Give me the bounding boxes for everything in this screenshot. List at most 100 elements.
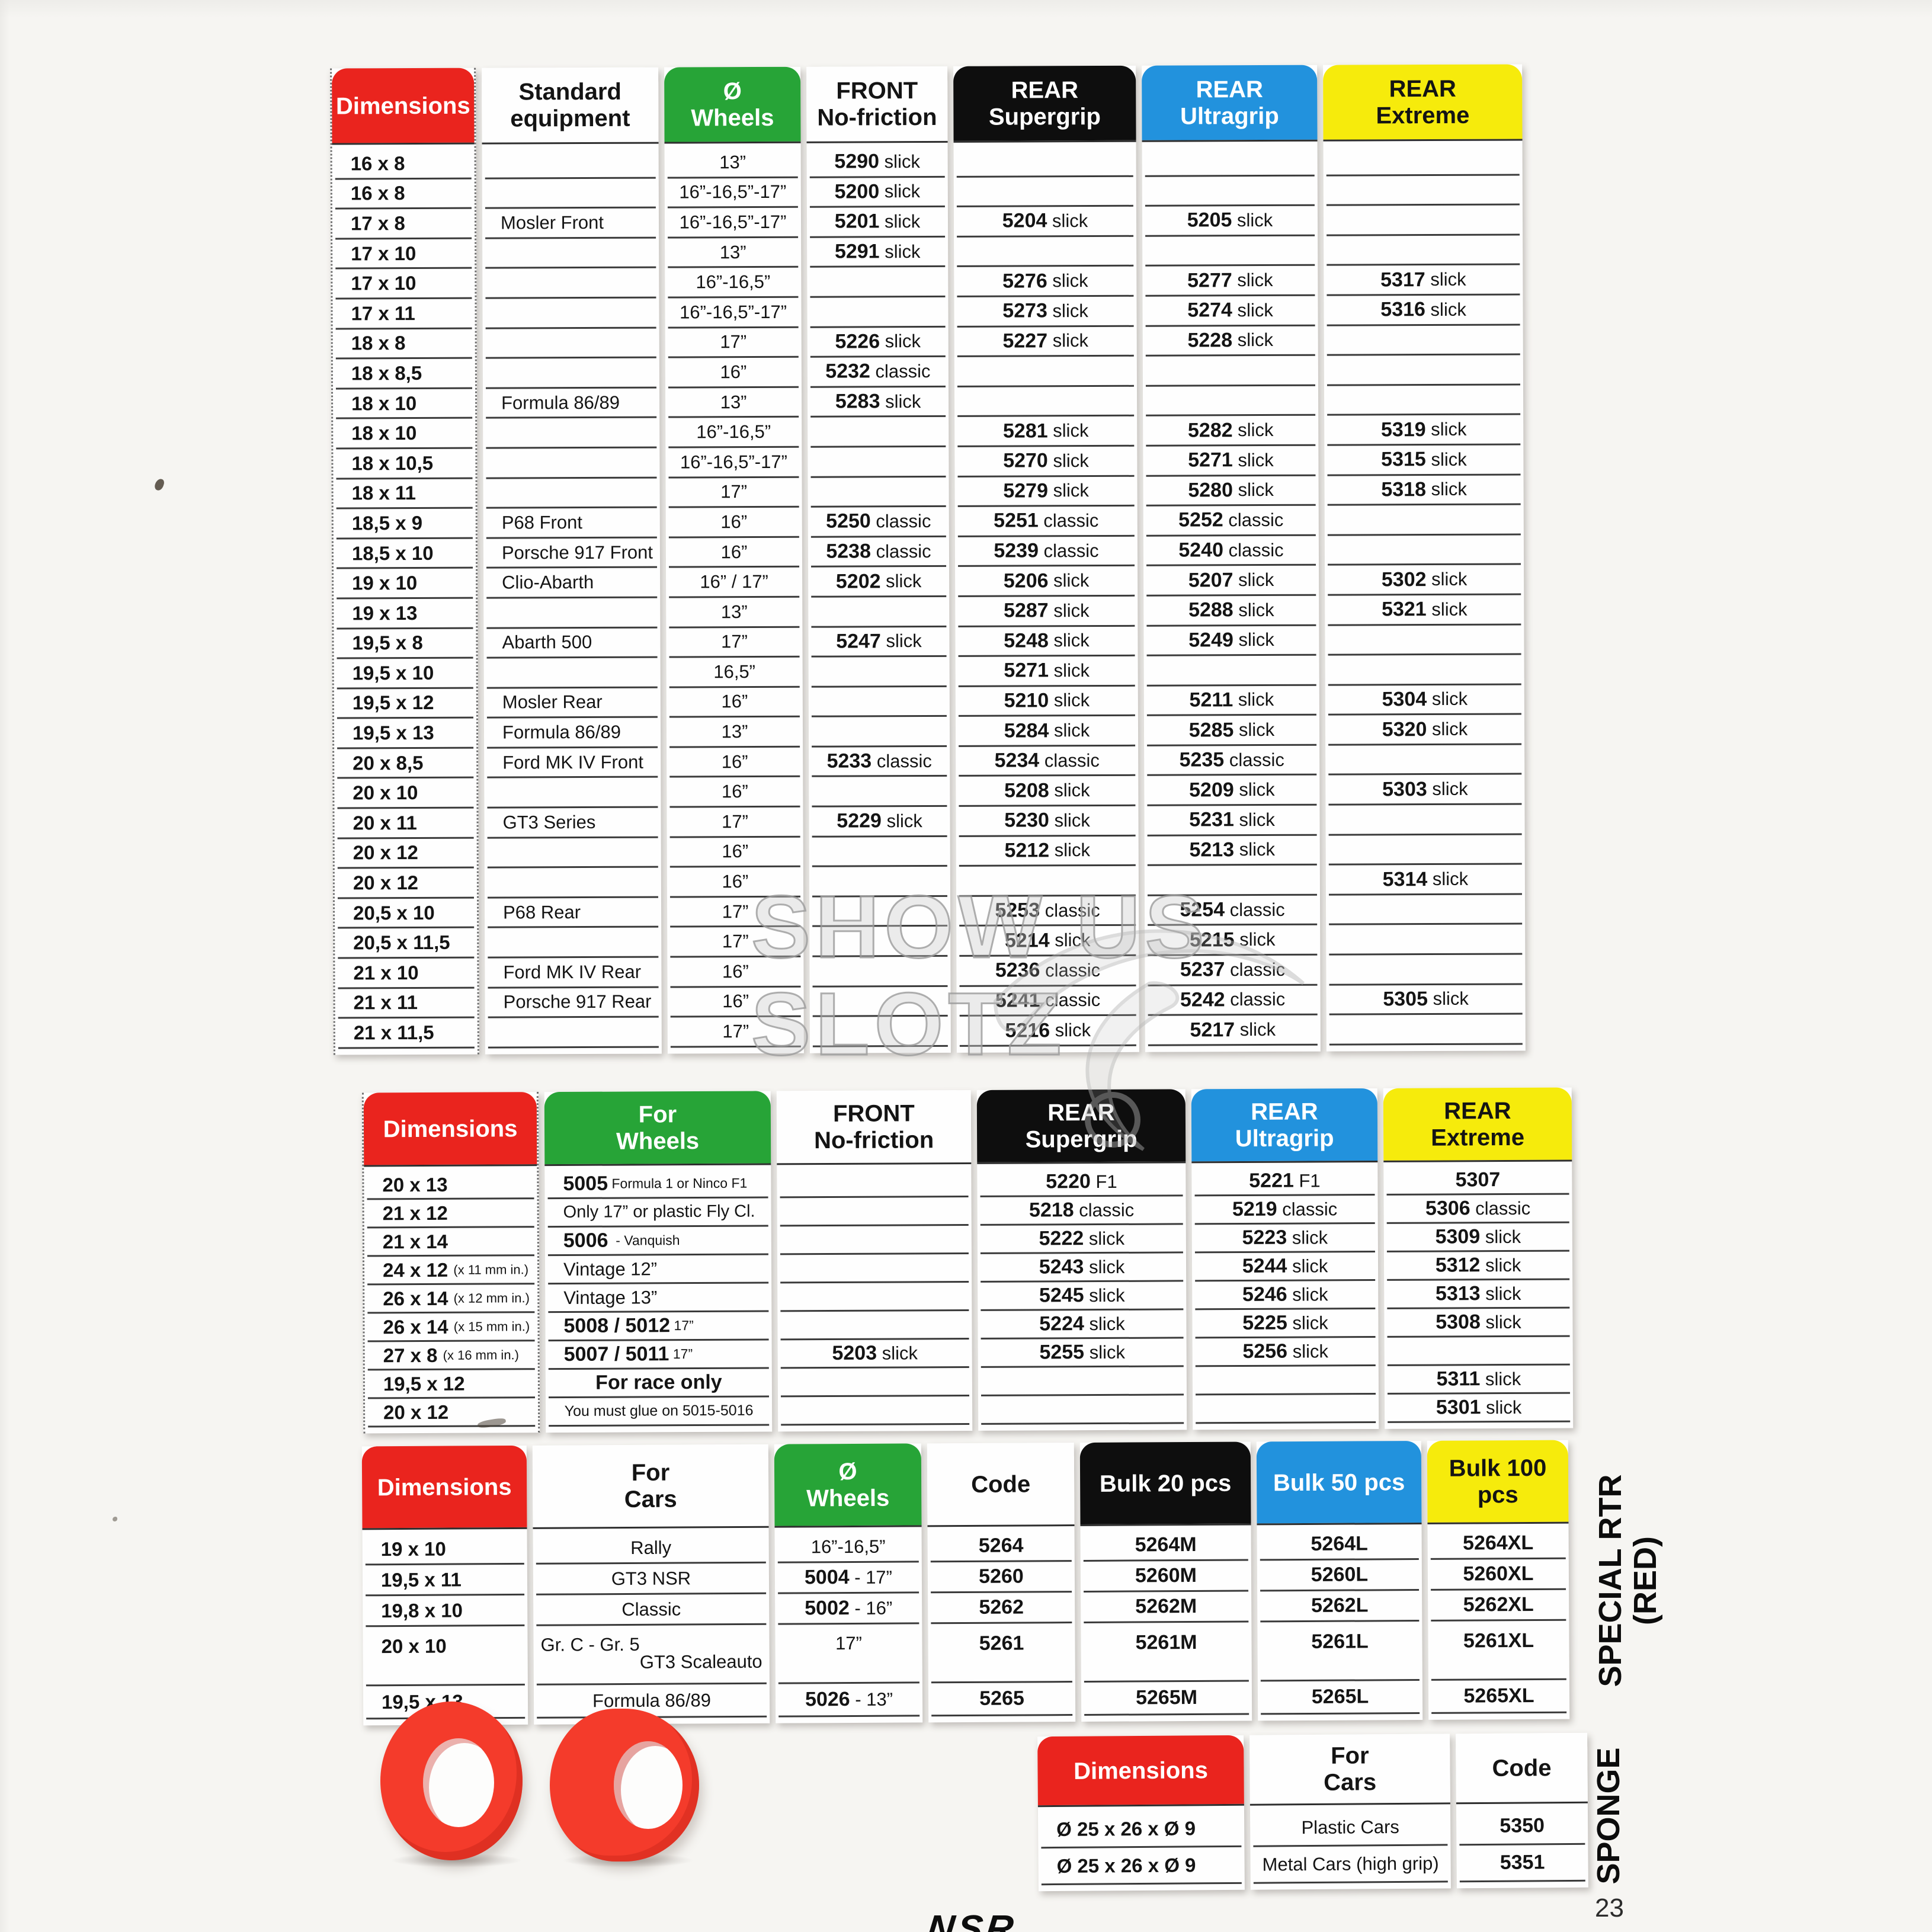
cell-text: 5305 <box>1383 987 1428 1011</box>
table-cell: 20 x 10 <box>337 778 474 809</box>
cell-text: slick <box>1047 270 1088 291</box>
cell-text: classic <box>1040 959 1101 981</box>
table-cell: 5026 - 13” <box>778 1683 920 1718</box>
table-cell <box>810 417 946 448</box>
cell-text: slick <box>1048 630 1090 651</box>
cell-text: 5265L <box>1311 1685 1369 1708</box>
table-cell: 5239 classic <box>957 536 1135 568</box>
table-cell: 5226 slick <box>810 327 946 358</box>
cell-text: 18 x 10 <box>351 422 417 444</box>
table-cell <box>485 148 656 180</box>
table-cell: 5237 classic <box>1148 955 1318 986</box>
table-cell: 5306 classic <box>1386 1194 1569 1224</box>
column-header: Standard equipment <box>482 67 659 143</box>
table-cell: 5224 slick <box>981 1310 1184 1340</box>
cell-text: 5311 <box>1436 1367 1481 1390</box>
table-cell: 20 x 12 <box>368 1398 536 1428</box>
cell-text: 5206 <box>1003 569 1049 592</box>
table-cell: 5008 / 5012 17” <box>548 1312 769 1342</box>
table-cell: 5242 classic <box>1148 985 1318 1016</box>
cell-text: You must glue on 5015-5016 <box>564 1402 754 1420</box>
cell-text: 5232 <box>825 360 870 383</box>
table-cell: 5006 - Vanquish <box>547 1226 768 1257</box>
cell-text: 5201 <box>834 210 880 233</box>
table-cell <box>485 178 656 209</box>
table-cell: 16”-16,5” <box>668 418 799 448</box>
cell-text: 5227 <box>1002 329 1048 353</box>
tire-hole <box>614 1741 683 1829</box>
cell-text: 16” <box>720 541 748 562</box>
cell-text: (x 11 mm in.) <box>453 1261 529 1277</box>
column-header-text: REAR <box>1047 1100 1115 1126</box>
cell-text: 5265M <box>1135 1686 1198 1709</box>
cell-text: classic <box>1038 540 1099 561</box>
column-header: FRONT No-friction <box>806 66 948 142</box>
cell-text: classic <box>872 750 932 772</box>
nsr-logo: NSR <box>925 1907 1018 1932</box>
table-cell <box>812 837 947 867</box>
table-cell: P68 Front <box>486 508 657 539</box>
table-cell: 5252 classic <box>1146 505 1316 537</box>
cell-text: 5223 <box>1242 1226 1287 1249</box>
table-cell: 5264XL <box>1430 1528 1566 1560</box>
table-cell: 5232 classic <box>810 357 946 388</box>
column-header: REAR Supergrip <box>976 1089 1186 1162</box>
cell-text: 5212 <box>1004 839 1050 862</box>
cell-text: 5238 <box>826 540 872 563</box>
cell-text: 19,5 x 10 <box>352 661 434 684</box>
table-cell: P68 Rear <box>487 898 659 929</box>
cell-text: 17” <box>722 901 749 922</box>
cell-text: 16” <box>720 361 747 383</box>
table-cell <box>781 1396 970 1426</box>
table-cell: 5261L <box>1260 1621 1420 1682</box>
table-cell: 27 x 8 (x 16 mm in.) <box>367 1341 535 1371</box>
cell-text: 5284 <box>1004 719 1049 742</box>
table-column: For Cars Plastic Cars Metal Cars (high grip… <box>1249 1734 1451 1890</box>
table-cell: 5320 slick <box>1328 715 1522 746</box>
table-cell: 17 x 10 <box>335 239 472 270</box>
table-cell <box>1147 865 1317 896</box>
table-column: FRONT No-friction 5290 slick 5200 slick 5201… <box>806 66 951 1053</box>
table-cell <box>780 1282 969 1312</box>
cell-text: 5304 <box>1382 688 1427 711</box>
cell-text: slick <box>1234 839 1276 860</box>
table-cell: 5230 slick <box>959 806 1136 837</box>
table-cell: 5241 classic <box>959 986 1136 1017</box>
cell-text: 5007 / 5011 <box>563 1343 669 1366</box>
column-header-text: REAR <box>1011 77 1078 104</box>
cell-text: classic <box>870 360 931 382</box>
table-cell: Abarth 500 <box>486 628 658 659</box>
cell-text: 13” <box>719 241 746 262</box>
cell-text: 21 x 14 <box>382 1230 448 1252</box>
table-cell: 13” <box>667 148 798 179</box>
cell-text: 16”-16,5” <box>696 271 771 293</box>
table-cell: 24 x 12 (x 11 mm in.) <box>367 1256 535 1286</box>
table-column: REAR Extreme 5317 slick 5316 slick 5319 slic… <box>1323 64 1526 1052</box>
table-cell: 5271 slick <box>958 656 1135 687</box>
cell-text: slick <box>1427 688 1468 710</box>
column-header-text: Ø <box>723 78 742 105</box>
table-cell <box>1387 1337 1570 1366</box>
table-cell: 5280 slick <box>1146 476 1316 507</box>
sponge-tire-image-side <box>550 1709 699 1861</box>
cell-text: 5290 <box>834 150 880 173</box>
table-cell: 5216 slick <box>959 1015 1136 1047</box>
column-header-text: For <box>631 1459 670 1486</box>
table-cell: 18 x 8,5 <box>335 358 472 390</box>
table-cell: 17” <box>668 478 799 508</box>
column-header-text: Extreme <box>1376 102 1470 129</box>
cell-text: 5307 <box>1455 1168 1501 1191</box>
cell-text: 5264XL <box>1463 1531 1534 1555</box>
table-cell <box>981 1395 1184 1425</box>
table-cell: Ø 25 x 26 x Ø 9 <box>1040 1810 1242 1849</box>
table-cell: 21 x 10 <box>338 958 475 989</box>
table-cell: 5315 slick <box>1327 445 1521 476</box>
table-cell <box>1328 895 1523 926</box>
cell-text: 5214 <box>1004 929 1050 952</box>
cell-text: slick <box>1049 840 1091 861</box>
table-cell: 5282 slick <box>1146 416 1316 447</box>
cell-text: 5008 / 5012 <box>563 1314 671 1337</box>
cell-text: slick <box>879 211 921 232</box>
side-label-sponge-text: SPONGE <box>1591 1747 1626 1885</box>
table-cell: 5229 slick <box>812 806 947 838</box>
